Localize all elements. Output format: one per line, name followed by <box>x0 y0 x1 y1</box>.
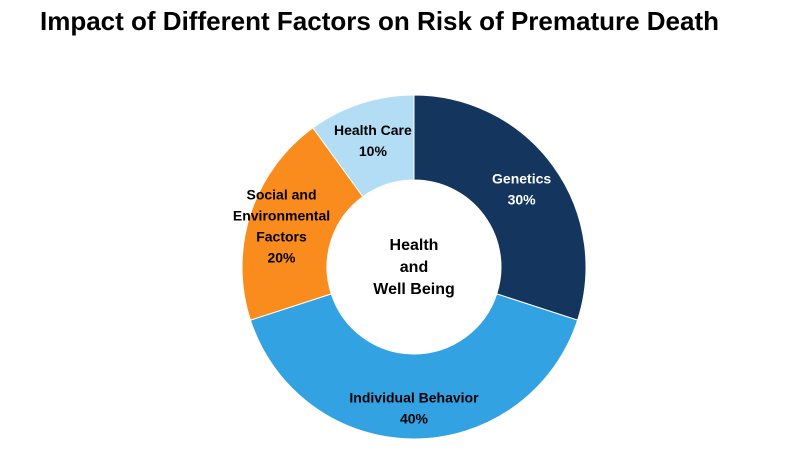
donut-slice-1 <box>249 293 579 440</box>
slice-label-line-3-0: Health Care <box>334 122 412 138</box>
slices-layer <box>241 94 587 440</box>
slice-value-1: 40% <box>400 411 429 427</box>
donut-slice-2 <box>241 127 364 321</box>
slice-value-3: 10% <box>359 143 388 159</box>
slice-label-line-2-2: Factors <box>256 228 307 244</box>
slice-label-1: Individual Behavior 40% <box>349 390 479 427</box>
donut-slice-3 <box>312 94 415 198</box>
chart-title: Impact of Different Factors on Risk of P… <box>40 6 720 36</box>
slice-label-3: Health Care 10% <box>334 122 412 159</box>
slice-value-0: 30% <box>508 191 537 207</box>
slice-label-line-2-1: Environmental <box>233 207 330 223</box>
center-label-line-1: and <box>400 259 428 276</box>
slice-label-0: Genetics 30% <box>492 170 551 207</box>
slice-label-line-2-0: Social and <box>246 186 316 202</box>
slice-label-line-1-0: Individual Behavior <box>349 390 479 406</box>
donut-slice-0 <box>413 94 587 321</box>
center-label-line-0: Health <box>390 237 439 254</box>
slice-value-2: 20% <box>267 249 296 265</box>
labels-layer: Genetics 30% Individual Behavior 40% Social … <box>233 122 551 426</box>
slice-label-2: Social and Environmental Factors 20% <box>233 186 330 265</box>
center-label-line-2: Well Being <box>373 281 455 298</box>
slice-label-line-0-0: Genetics <box>492 170 551 186</box>
center-label: Health and Well Being <box>373 237 455 298</box>
